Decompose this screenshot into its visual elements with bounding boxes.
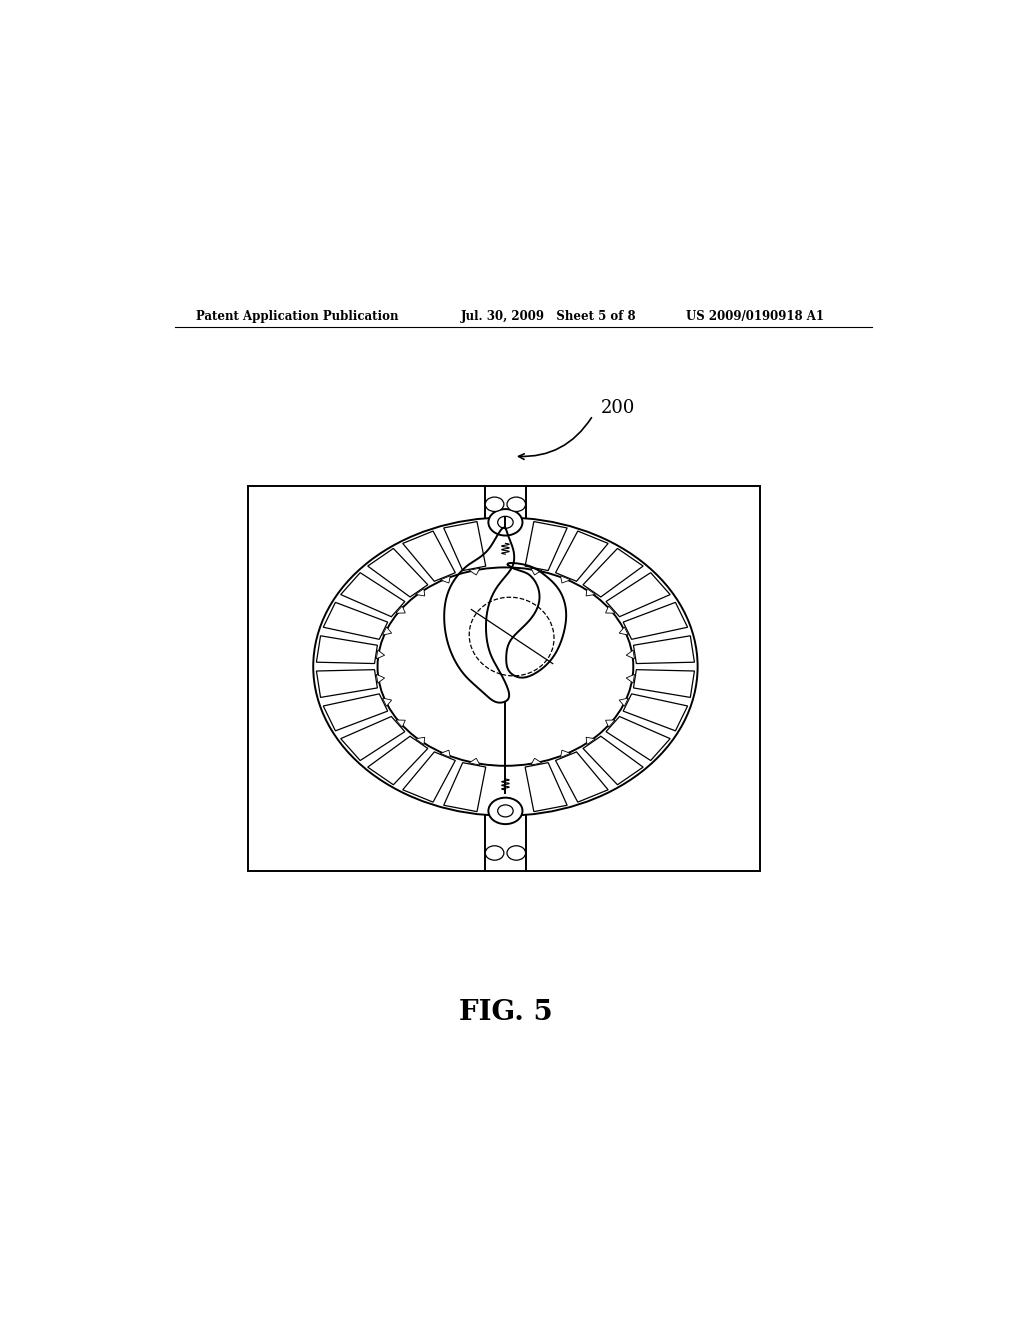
Polygon shape bbox=[396, 719, 406, 727]
Text: Jul. 30, 2009   Sheet 5 of 8: Jul. 30, 2009 Sheet 5 of 8 bbox=[461, 310, 637, 323]
Polygon shape bbox=[624, 694, 687, 731]
Polygon shape bbox=[416, 738, 425, 744]
Ellipse shape bbox=[507, 498, 525, 511]
Ellipse shape bbox=[485, 846, 504, 861]
Polygon shape bbox=[620, 627, 629, 635]
Polygon shape bbox=[560, 750, 570, 758]
Polygon shape bbox=[416, 589, 425, 595]
Ellipse shape bbox=[485, 498, 504, 511]
Polygon shape bbox=[530, 758, 542, 766]
Polygon shape bbox=[383, 698, 391, 706]
Polygon shape bbox=[383, 627, 391, 635]
Polygon shape bbox=[624, 602, 687, 639]
Polygon shape bbox=[627, 651, 635, 659]
Polygon shape bbox=[443, 521, 485, 570]
Polygon shape bbox=[341, 573, 404, 616]
Polygon shape bbox=[248, 486, 760, 871]
Polygon shape bbox=[583, 548, 643, 597]
Polygon shape bbox=[469, 758, 480, 766]
Polygon shape bbox=[634, 636, 694, 664]
Text: US 2009/0190918 A1: US 2009/0190918 A1 bbox=[686, 310, 824, 323]
Text: 200: 200 bbox=[601, 399, 635, 417]
Ellipse shape bbox=[498, 516, 513, 528]
Polygon shape bbox=[377, 651, 385, 659]
Ellipse shape bbox=[313, 517, 697, 816]
Text: Patent Application Publication: Patent Application Publication bbox=[197, 310, 398, 323]
Polygon shape bbox=[560, 576, 570, 583]
Text: FIG. 5: FIG. 5 bbox=[459, 999, 552, 1026]
Polygon shape bbox=[525, 521, 567, 570]
Polygon shape bbox=[368, 737, 428, 785]
Polygon shape bbox=[583, 737, 643, 785]
Polygon shape bbox=[469, 568, 480, 576]
Polygon shape bbox=[556, 531, 608, 581]
Polygon shape bbox=[396, 606, 406, 614]
Polygon shape bbox=[377, 675, 385, 682]
Polygon shape bbox=[316, 669, 378, 697]
Polygon shape bbox=[530, 568, 542, 576]
Polygon shape bbox=[605, 719, 615, 727]
Ellipse shape bbox=[488, 797, 522, 824]
Ellipse shape bbox=[488, 510, 522, 536]
Polygon shape bbox=[316, 636, 378, 664]
Ellipse shape bbox=[378, 568, 633, 766]
Polygon shape bbox=[627, 675, 635, 682]
Polygon shape bbox=[620, 698, 629, 706]
Polygon shape bbox=[525, 763, 567, 812]
Polygon shape bbox=[368, 548, 428, 597]
Polygon shape bbox=[605, 606, 615, 614]
Polygon shape bbox=[440, 576, 451, 583]
Polygon shape bbox=[606, 717, 670, 760]
Polygon shape bbox=[440, 750, 451, 758]
Ellipse shape bbox=[507, 846, 525, 861]
Polygon shape bbox=[556, 752, 608, 803]
Ellipse shape bbox=[498, 805, 513, 817]
Polygon shape bbox=[634, 669, 694, 697]
Polygon shape bbox=[324, 602, 388, 639]
Polygon shape bbox=[402, 752, 456, 803]
Polygon shape bbox=[324, 694, 388, 731]
Polygon shape bbox=[443, 763, 485, 812]
Polygon shape bbox=[606, 573, 670, 616]
Polygon shape bbox=[586, 738, 595, 744]
Polygon shape bbox=[402, 531, 456, 581]
Polygon shape bbox=[586, 589, 595, 595]
Polygon shape bbox=[341, 717, 404, 760]
